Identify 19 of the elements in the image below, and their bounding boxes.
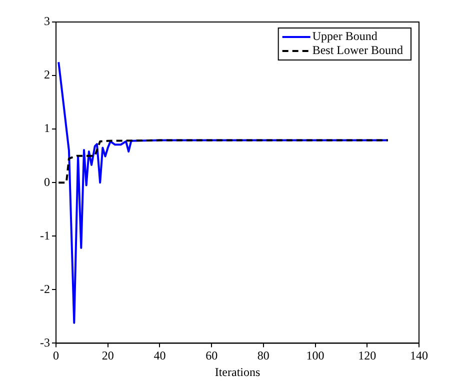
- y-tick-label: 2: [44, 68, 50, 82]
- legend-label: Best Lower Bound: [312, 43, 403, 58]
- x-tick-label: 120: [358, 348, 376, 363]
- legend-label: Upper Bound: [312, 29, 378, 44]
- y-tick-label: -3: [40, 335, 50, 350]
- x-axis-title: Iterations: [214, 364, 260, 379]
- x-tick-label: 80: [257, 348, 270, 363]
- line-series: [58, 139, 389, 184]
- y-tick-label: 1: [44, 121, 50, 136]
- y-tick-label: -2: [40, 282, 50, 296]
- x-tick-label: 140: [410, 348, 428, 363]
- x-tick-label: 60: [206, 348, 218, 363]
- y-tick-label: 0: [44, 174, 50, 189]
- x-tick-label: 40: [154, 348, 166, 363]
- x-tick-label: 0: [52, 348, 59, 363]
- y-tick-label: -1: [40, 228, 50, 242]
- x-tick-label: 100: [306, 348, 324, 363]
- x-tick-label: 20: [102, 348, 114, 363]
- y-tick-label: 3: [44, 14, 50, 28]
